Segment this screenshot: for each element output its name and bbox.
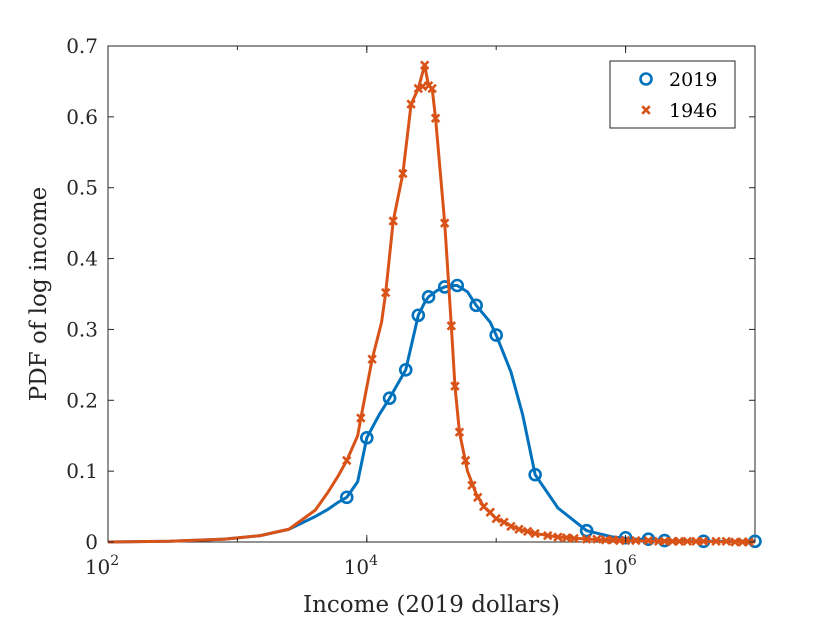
data-point-2019 xyxy=(359,431,374,445)
x-tick-base: 10 xyxy=(602,555,627,579)
legend-marker-2019 xyxy=(639,72,653,86)
data-point-2019 xyxy=(469,298,483,313)
data-point-1946 xyxy=(522,526,533,537)
y-tick-label: 0.4 xyxy=(66,247,98,271)
data-point-1946 xyxy=(682,536,693,547)
data-point-1946 xyxy=(446,321,457,331)
x-tick-label: 106 xyxy=(602,553,636,579)
data-point-1946 xyxy=(730,537,740,547)
data-point-2019 xyxy=(641,532,656,546)
y-tick-label: 0 xyxy=(85,530,98,554)
data-point-1946 xyxy=(553,532,563,542)
data-point-2019 xyxy=(411,308,426,323)
data-point-2019 xyxy=(579,523,594,538)
series-layer xyxy=(107,60,762,549)
data-point-1946 xyxy=(454,427,465,437)
legend: 2019 1946 xyxy=(609,60,736,129)
data-point-1946 xyxy=(460,455,471,466)
data-point-2019 xyxy=(382,391,397,405)
data-point-1946 xyxy=(691,536,701,547)
series-line-2019 xyxy=(107,284,755,544)
x-tick-label: 102 xyxy=(85,553,119,579)
plot-area xyxy=(107,45,756,543)
data-point-1946 xyxy=(491,513,501,524)
data-point-1946 xyxy=(439,218,450,228)
y-tick-label: 0.5 xyxy=(66,176,98,200)
y-tick-label: 0.1 xyxy=(66,459,98,483)
data-point-1946 xyxy=(473,492,483,503)
x-tick-label: 104 xyxy=(344,553,378,579)
data-point-1946 xyxy=(581,534,592,544)
legend-label-1946: 1946 xyxy=(669,100,717,122)
data-point-2019 xyxy=(618,530,633,545)
data-point-1946 xyxy=(380,287,391,298)
data-point-1946 xyxy=(388,216,398,226)
data-point-1946 xyxy=(356,413,366,423)
y-tick-label: 0.7 xyxy=(66,34,98,58)
x-tick-base: 10 xyxy=(344,555,369,579)
data-point-1946 xyxy=(674,536,685,547)
axes-box xyxy=(107,45,756,543)
data-point-1946 xyxy=(427,83,437,94)
data-point-2019 xyxy=(398,363,413,377)
data-point-1946 xyxy=(530,528,540,539)
series-1946 xyxy=(107,60,756,547)
data-point-1946 xyxy=(367,354,377,364)
series-2019 xyxy=(107,278,762,549)
data-point-1946 xyxy=(659,536,670,547)
data-point-1946 xyxy=(542,530,553,541)
legend-box xyxy=(609,60,736,129)
data-point-1946 xyxy=(721,536,732,547)
data-point-1946 xyxy=(398,168,408,179)
x-axis-title: Income (2019 dollars) xyxy=(303,592,560,618)
data-point-1946 xyxy=(711,536,721,547)
data-point-1946 xyxy=(430,113,441,123)
data-point-2019 xyxy=(489,328,504,342)
data-point-1946 xyxy=(342,455,352,466)
data-point-1946 xyxy=(406,99,416,109)
data-point-1946 xyxy=(450,381,460,391)
legend-marker-1946 xyxy=(641,105,651,115)
data-point-1946 xyxy=(514,524,524,534)
data-point-1946 xyxy=(569,533,579,544)
series-line-1946 xyxy=(107,63,756,544)
data-point-1946 xyxy=(561,533,572,543)
x-tick-exponent: 4 xyxy=(369,553,378,569)
data-point-1946 xyxy=(698,536,709,547)
data-point-1946 xyxy=(643,535,654,546)
data-point-1946 xyxy=(600,535,611,545)
data-point-1946 xyxy=(419,60,430,70)
x-tick-exponent: 6 xyxy=(628,553,637,569)
data-point-1946 xyxy=(631,535,641,546)
x-tick-base: 10 xyxy=(85,555,110,579)
x-tick-exponent: 2 xyxy=(110,553,119,569)
data-point-2019 xyxy=(450,278,465,293)
y-axis-title: PDF of log income xyxy=(26,187,52,401)
data-point-1946 xyxy=(592,534,602,544)
data-point-2019 xyxy=(528,467,542,482)
y-tick-label: 0.2 xyxy=(66,388,98,412)
data-point-1946 xyxy=(506,521,516,532)
y-tick-label: 0.6 xyxy=(66,105,98,129)
data-point-1946 xyxy=(467,480,477,491)
legend-label-2019: 2019 xyxy=(669,69,717,91)
y-tick-label: 0.3 xyxy=(66,317,98,341)
data-point-2019 xyxy=(339,490,354,505)
data-point-2019 xyxy=(421,290,436,304)
data-point-1946 xyxy=(499,517,509,527)
